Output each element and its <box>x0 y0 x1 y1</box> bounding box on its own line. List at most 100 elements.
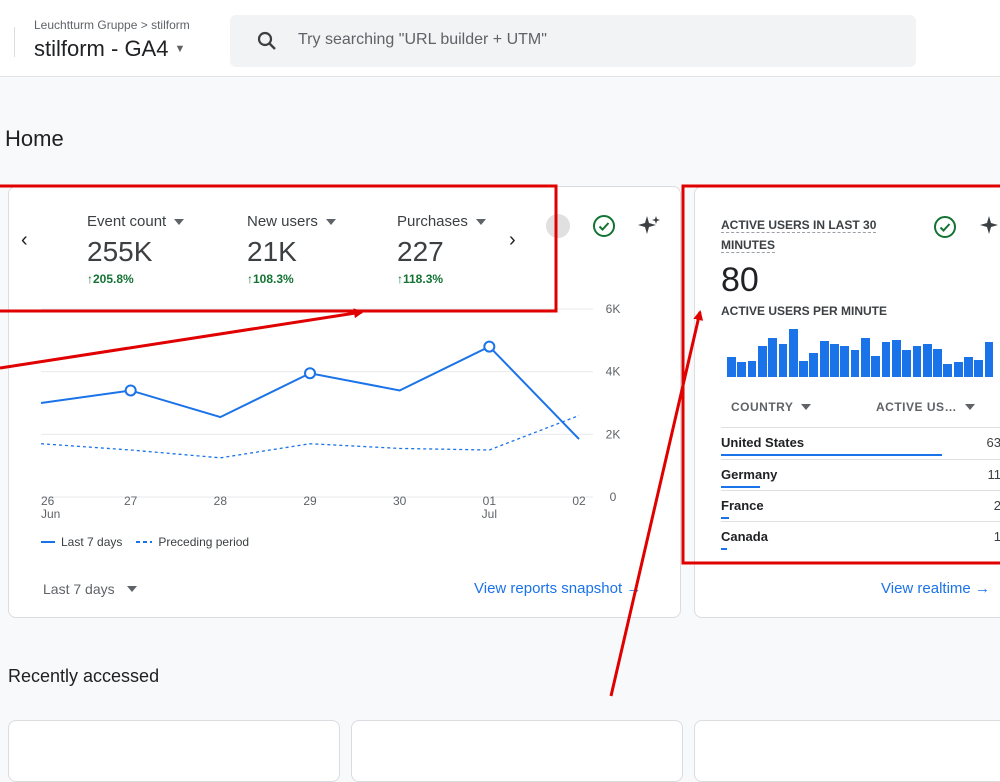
minute-bar <box>974 360 983 377</box>
x-tick-label: 26 <box>41 494 55 508</box>
x-tick-label: 28 <box>214 494 228 508</box>
minute-bar <box>985 342 994 377</box>
recent-card[interactable] <box>694 720 1000 782</box>
y-tick-label: 6K <box>606 302 621 316</box>
check-circle-icon[interactable] <box>933 215 957 239</box>
x-tick-label: 30 <box>393 494 407 508</box>
header-label: ACTIVE US… <box>876 400 957 414</box>
caret-down-icon: ▼ <box>174 43 185 55</box>
minute-bar <box>809 353 818 377</box>
minute-bar <box>882 342 891 377</box>
minute-bar <box>758 346 767 377</box>
property-selector[interactable]: stilform - GA4 ▼ <box>34 36 185 62</box>
page-title: Home <box>5 126 64 152</box>
realtime-subtitle: ACTIVE USERS PER MINUTE <box>721 304 887 318</box>
active-users-count: 80 <box>721 261 759 300</box>
country-value: 11 <box>988 467 1000 482</box>
share-underline <box>721 548 727 550</box>
series-line-preceding <box>41 416 579 458</box>
minute-bar <box>933 349 942 377</box>
minute-bar <box>748 361 757 377</box>
arrow-right-icon: → <box>975 580 990 597</box>
minute-bar <box>954 362 963 377</box>
minute-bar <box>789 329 798 377</box>
legend-series-1: Last 7 days <box>61 535 122 549</box>
arrow-right-icon: → <box>626 580 641 597</box>
minute-bar <box>830 344 839 377</box>
sparkle-icon[interactable] <box>979 214 1000 238</box>
date-range-label: Last 7 days <box>43 581 115 597</box>
top-bar: Leuchtturm Gruppe > stilform stilform - … <box>0 0 1000 77</box>
legend-series-2: Preceding period <box>158 535 249 549</box>
link-label: View reports snapshot <box>474 580 622 597</box>
table-row: France 2 <box>721 490 1000 522</box>
recently-accessed-title: Recently accessed <box>8 666 159 687</box>
series-line-current <box>41 347 579 439</box>
minute-bar <box>840 346 849 377</box>
minute-bar <box>861 338 870 377</box>
dropdown-triangle-icon <box>965 404 975 410</box>
country-name: Germany <box>721 467 777 482</box>
minute-bar <box>851 350 860 377</box>
country-name: United States <box>721 435 804 450</box>
table-row: Canada 1 <box>721 521 1000 553</box>
country-value: 63 <box>987 435 1000 450</box>
x-tick-month-label: Jul <box>482 507 497 521</box>
link-label: View realtime <box>881 580 971 597</box>
share-underline <box>721 517 729 519</box>
minute-bar <box>799 361 808 377</box>
country-column-header[interactable]: COUNTRY <box>731 400 811 414</box>
minute-bar <box>727 357 736 377</box>
minute-bar <box>871 356 880 377</box>
y-tick-label: 2K <box>606 427 621 441</box>
minute-bar <box>779 344 788 377</box>
dropdown-triangle-icon <box>127 586 137 592</box>
realtime-title-text: ACTIVE USERS IN LAST 30 MINUTES <box>721 218 876 253</box>
realtime-title[interactable]: ACTIVE USERS IN LAST 30 MINUTES <box>721 215 901 255</box>
data-point <box>305 368 315 378</box>
country-name: Canada <box>721 529 768 544</box>
chart-legend: Last 7 days Preceding period <box>41 535 249 549</box>
legend-solid-swatch <box>41 541 55 543</box>
search-icon <box>257 31 277 51</box>
x-tick-label: 02 <box>572 494 586 508</box>
x-tick-month-label: Jun <box>41 507 60 521</box>
realtime-card: ACTIVE USERS IN LAST 30 MINUTES 80 ACTIV… <box>694 186 1000 618</box>
per-minute-bar-chart <box>727 327 995 377</box>
overview-card: ‹ Event count 255K ↑205.8% New users 21K… <box>8 186 681 618</box>
legend-dashed-swatch <box>136 541 152 543</box>
table-row: United States 63 <box>721 427 1000 459</box>
header-label: COUNTRY <box>731 400 793 414</box>
recent-card[interactable] <box>8 720 340 782</box>
minute-bar <box>768 338 777 377</box>
recent-card[interactable] <box>351 720 683 782</box>
topbar-divider <box>14 27 15 57</box>
country-value: 2 <box>994 498 1000 513</box>
share-underline <box>721 486 760 488</box>
active-users-column-header[interactable]: ACTIVE US… <box>876 400 975 414</box>
data-point <box>484 342 494 352</box>
view-realtime-link[interactable]: View realtime → <box>881 580 990 597</box>
share-underline <box>721 454 942 456</box>
x-tick-label: 27 <box>124 494 138 508</box>
property-name: stilform - GA4 <box>34 36 168 62</box>
search-placeholder: Try searching "URL builder + UTM" <box>298 31 547 49</box>
table-row: Germany 11 <box>721 459 1000 491</box>
account-breadcrumb[interactable]: Leuchtturm Gruppe > stilform <box>34 18 190 32</box>
minute-bar <box>892 340 901 377</box>
country-name: France <box>721 498 764 513</box>
dropdown-triangle-icon <box>801 404 811 410</box>
view-reports-snapshot-link[interactable]: View reports snapshot → <box>474 580 641 597</box>
search-bar[interactable]: Try searching "URL builder + UTM" <box>230 15 916 67</box>
date-range-selector[interactable]: Last 7 days <box>43 581 137 597</box>
country-value: 1 <box>994 529 1000 544</box>
minute-bar <box>913 346 922 377</box>
minute-bar <box>820 341 829 377</box>
y-tick-label: 4K <box>606 365 621 379</box>
x-tick-label: 29 <box>303 494 317 508</box>
minute-bar <box>737 362 746 377</box>
minute-bar <box>902 350 911 377</box>
y-tick-label: 0 <box>610 490 617 504</box>
minute-bar <box>923 344 932 377</box>
